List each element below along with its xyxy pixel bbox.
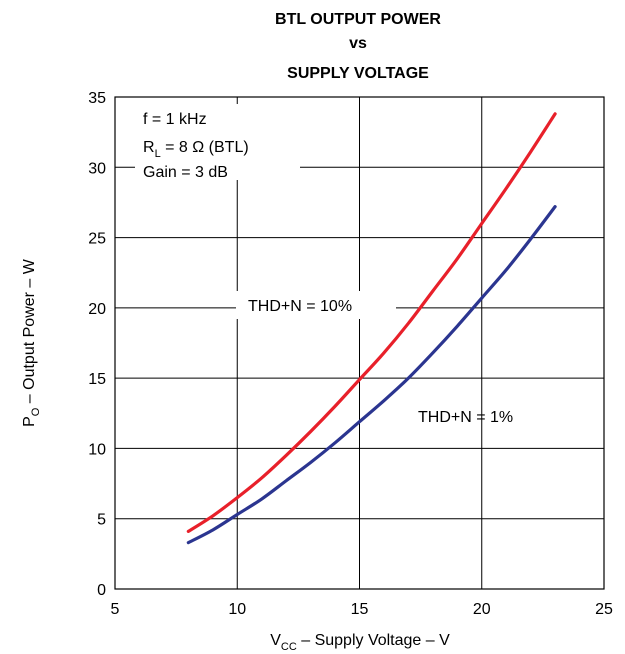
y-tick-label: 25	[88, 231, 106, 248]
series-label-thd-1: THD+N = 1%	[418, 409, 513, 426]
series-label-thd-10: THD+N = 10%	[248, 298, 352, 315]
x-tick-label: 5	[111, 601, 120, 618]
chart-title-line-2: vs	[349, 35, 367, 52]
series-line-thd-1	[186, 205, 557, 545]
chart-title-line-1: BTL OUTPUT POWER	[275, 11, 441, 28]
x-tick-label: 15	[351, 601, 369, 618]
condition-load: RL = 8 Ω (BTL)	[143, 139, 249, 160]
x-tick-label: 20	[473, 601, 491, 618]
condition-gain: Gain = 3 dB	[143, 164, 228, 181]
y-tick-label: 35	[88, 90, 106, 107]
chart-title-line-3: SUPPLY VOLTAGE	[287, 65, 429, 82]
y-tick-label: 10	[88, 441, 106, 458]
x-axis-label: VCC – Supply Voltage – V	[270, 632, 450, 653]
y-axis-label: PO – Output Power – W	[21, 258, 42, 427]
x-tick-label: 25	[595, 601, 613, 618]
y-tick-label: 15	[88, 371, 106, 388]
y-tick-label: 0	[97, 582, 106, 599]
y-tick-label: 5	[97, 512, 106, 529]
plot-frame	[114, 96, 605, 590]
conditions-backdrop	[135, 104, 300, 180]
series-label-backdrop-10	[236, 291, 396, 319]
y-tick-label: 20	[88, 301, 106, 318]
y-tick-label: 30	[88, 160, 106, 177]
series-lines	[186, 112, 557, 545]
series-line-thd-10	[186, 112, 557, 533]
x-tick-label: 10	[228, 601, 246, 618]
condition-frequency: f = 1 kHz	[143, 111, 207, 128]
